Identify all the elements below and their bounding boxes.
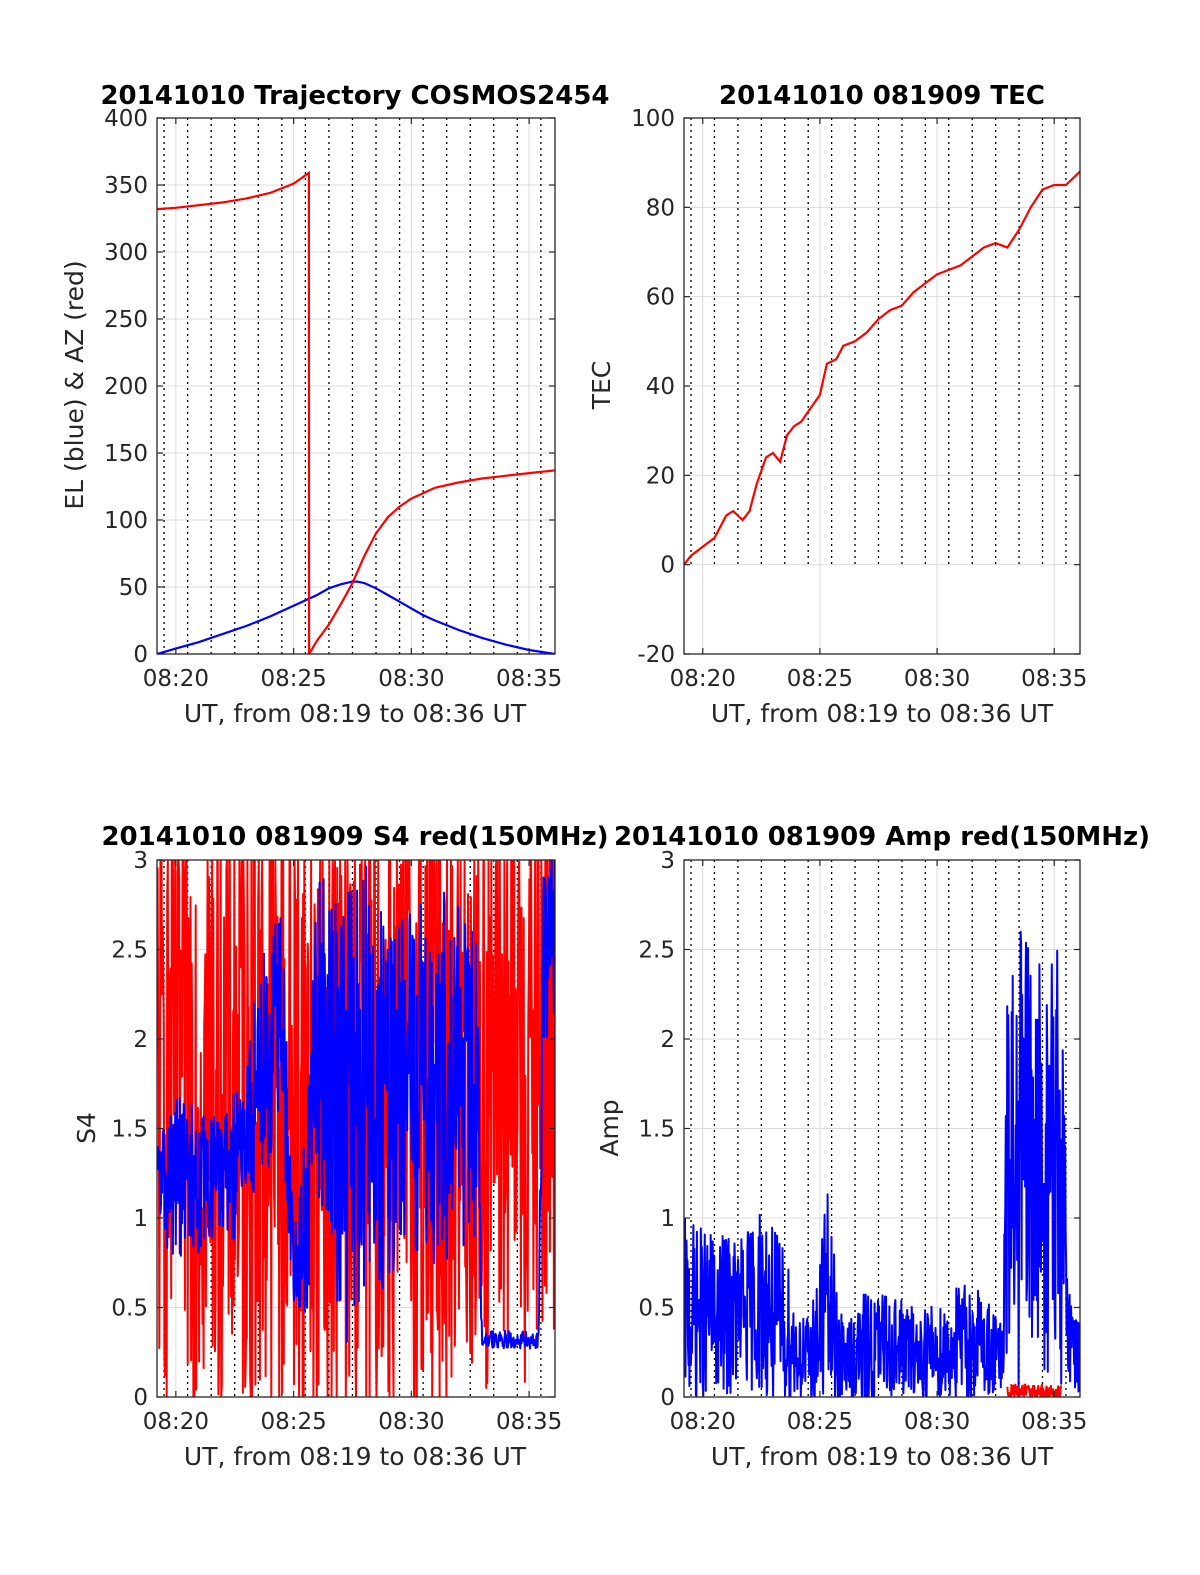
x-tick-label: 08:20 bbox=[143, 666, 209, 692]
y-tick-label: 1 bbox=[133, 1206, 148, 1232]
x-tick-label: 08:20 bbox=[670, 666, 736, 692]
x-tick-label: 08:30 bbox=[904, 666, 970, 692]
series-group bbox=[684, 170, 1080, 566]
tec-title: 20141010 081909 TEC bbox=[719, 81, 1045, 111]
y-tick-label: 200 bbox=[104, 374, 148, 400]
x-tick-label: 08:35 bbox=[1021, 666, 1087, 692]
y-tick-label: 250 bbox=[104, 307, 148, 333]
series-line-red bbox=[1006, 1383, 1063, 1397]
x-tick-label: 08:35 bbox=[1021, 1409, 1087, 1435]
amp-x-axis-label: UT, from 08:19 to 08:36 UT bbox=[711, 1442, 1054, 1471]
series-line-blue bbox=[157, 860, 555, 1350]
y-tick-label: 60 bbox=[646, 285, 675, 311]
trajectory-title: 20141010 Trajectory COSMOS2454 bbox=[100, 81, 609, 111]
x-tick-label: 08:35 bbox=[496, 1409, 562, 1435]
y-tick-label: 350 bbox=[104, 173, 148, 199]
x-tick-label: 08:20 bbox=[143, 1409, 209, 1435]
y-tick-label: 1.5 bbox=[111, 1117, 148, 1143]
x-tick-label: 08:25 bbox=[260, 666, 326, 692]
x-tick-label: 08:30 bbox=[378, 666, 444, 692]
amp-title: 20141010 081909 Amp red(150MHz) bbox=[614, 822, 1150, 852]
trajectory-y-axis-label: EL (blue) & AZ (red) bbox=[60, 260, 89, 509]
y-tick-label: 3 bbox=[660, 848, 675, 874]
y-tick-label: 0 bbox=[133, 642, 148, 668]
y-tick-label: 50 bbox=[119, 575, 148, 601]
y-tick-label: 150 bbox=[104, 441, 148, 467]
y-tick-label: 100 bbox=[631, 106, 675, 132]
series-group bbox=[684, 930, 1080, 1397]
x-tick-label: 08:20 bbox=[670, 1409, 736, 1435]
y-tick-label: 2 bbox=[133, 1027, 148, 1053]
y-tick-label: 2 bbox=[660, 1027, 675, 1053]
series-line-blue bbox=[684, 930, 1080, 1397]
y-tick-label: -20 bbox=[637, 642, 675, 668]
x-tick-label: 08:25 bbox=[787, 666, 853, 692]
y-tick-label: 3 bbox=[133, 848, 148, 874]
y-tick-label: 2.5 bbox=[111, 938, 148, 964]
s4-x-axis-label: UT, from 08:19 to 08:36 UT bbox=[184, 1442, 527, 1471]
y-tick-label: 100 bbox=[104, 508, 148, 534]
y-tick-label: 0 bbox=[660, 553, 675, 579]
trajectory-plot-area: 0 50 100 150 200 250 300 350 400 08:20 08:25 08:30 0… bbox=[104, 106, 562, 692]
y-tick-label: 0.5 bbox=[638, 1296, 675, 1322]
y-tick-label: 0 bbox=[133, 1385, 148, 1411]
tec-panel: 20141010 081909 TEC UT, from 08:19 to 08… bbox=[587, 81, 1087, 728]
amp-y-axis-label: Amp bbox=[595, 1099, 624, 1156]
y-tick-label: 300 bbox=[104, 240, 148, 266]
x-tick-label: 08:25 bbox=[787, 1409, 853, 1435]
trajectory-panel: 20141010 Trajectory COSMOS2454 UT, from … bbox=[60, 81, 610, 728]
y-tick-label: 0.5 bbox=[111, 1296, 148, 1322]
y-tick-label: 2.5 bbox=[638, 938, 675, 964]
y-tick-label: 40 bbox=[646, 374, 675, 400]
y-tick-label: 1 bbox=[660, 1206, 675, 1232]
series-group bbox=[157, 860, 555, 1397]
amp-panel: 20141010 081909 Amp red(150MHz) UT, from… bbox=[595, 822, 1150, 1471]
x-tick-label: 08:30 bbox=[378, 1409, 444, 1435]
y-tick-label: 20 bbox=[646, 463, 675, 489]
trajectory-x-axis-label: UT, from 08:19 to 08:36 UT bbox=[184, 699, 527, 728]
s4-plot-area: 0 0.5 1 1.5 2 2.5 3 08:20 08:25 08:30 08:35 bbox=[111, 848, 562, 1435]
tec-x-axis-label: UT, from 08:19 to 08:36 UT bbox=[711, 699, 1054, 728]
y-tick-label: 400 bbox=[104, 106, 148, 132]
series-line-blue bbox=[157, 580, 555, 654]
tec-plot-area: -20 0 20 40 60 80 100 08:20 08:25 08:30 08:35 bbox=[631, 106, 1087, 692]
series-line-red bbox=[684, 170, 1080, 566]
series-line-red bbox=[157, 860, 555, 1397]
x-tick-label: 08:25 bbox=[260, 1409, 326, 1435]
y-tick-label: 80 bbox=[646, 195, 675, 221]
s4-title: 20141010 081909 S4 red(150MHz) bbox=[101, 822, 608, 852]
tec-y-axis-label: TEC bbox=[587, 361, 616, 411]
s4-panel: 20141010 081909 S4 red(150MHz) UT, from … bbox=[72, 822, 609, 1471]
x-tick-label: 08:30 bbox=[904, 1409, 970, 1435]
y-tick-label: 1.5 bbox=[638, 1117, 675, 1143]
s4-y-axis-label: S4 bbox=[72, 1112, 101, 1144]
series-line-red bbox=[157, 170, 555, 654]
series-group bbox=[157, 170, 555, 654]
y-tick-label: 0 bbox=[660, 1385, 675, 1411]
x-tick-label: 08:35 bbox=[496, 666, 562, 692]
amp-plot-area: 0 0.5 1 1.5 2 2.5 3 08:20 08:25 08:30 08:35 bbox=[638, 848, 1087, 1435]
